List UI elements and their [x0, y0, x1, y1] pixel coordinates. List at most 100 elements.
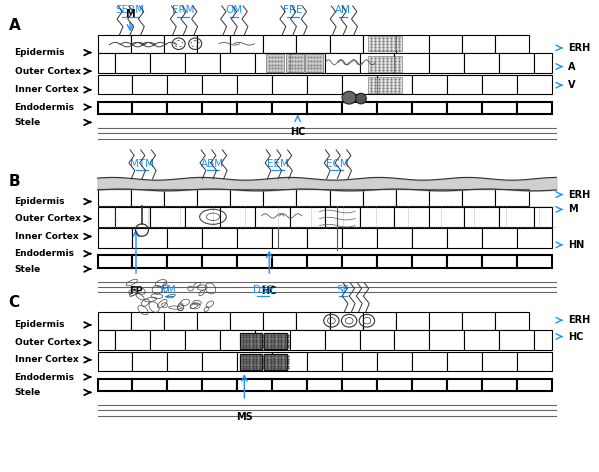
Bar: [462, 35, 495, 52]
Text: Endodermis: Endodermis: [14, 372, 75, 381]
Bar: [115, 207, 150, 227]
Bar: [202, 102, 237, 115]
Bar: [202, 379, 237, 391]
Text: A: A: [9, 17, 20, 33]
Bar: [202, 352, 237, 371]
Bar: [272, 379, 307, 391]
Text: MTM: MTM: [130, 159, 154, 169]
Bar: [368, 56, 403, 72]
Bar: [202, 228, 237, 248]
Bar: [272, 228, 307, 248]
Bar: [185, 207, 220, 227]
Bar: [495, 35, 528, 52]
Bar: [534, 330, 552, 350]
Bar: [185, 330, 220, 350]
Bar: [307, 75, 342, 94]
Bar: [395, 53, 429, 73]
Text: HC: HC: [568, 331, 583, 342]
Bar: [325, 207, 359, 227]
Bar: [167, 352, 202, 371]
Bar: [290, 330, 325, 350]
Bar: [297, 188, 329, 206]
Text: Stele: Stele: [14, 388, 41, 397]
Bar: [98, 75, 132, 94]
Bar: [290, 207, 325, 227]
Bar: [230, 312, 264, 329]
Bar: [517, 255, 552, 268]
Bar: [429, 312, 462, 329]
Text: Inner Cortex: Inner Cortex: [14, 355, 78, 364]
Bar: [230, 35, 264, 52]
Bar: [412, 352, 447, 371]
Bar: [150, 53, 185, 73]
Bar: [499, 330, 534, 350]
Bar: [517, 352, 552, 371]
Bar: [305, 54, 323, 72]
Bar: [517, 379, 552, 391]
Bar: [464, 207, 499, 227]
Bar: [297, 312, 329, 329]
Bar: [266, 54, 284, 72]
Bar: [237, 255, 272, 268]
Bar: [164, 35, 197, 52]
Bar: [342, 75, 377, 94]
Bar: [482, 75, 517, 94]
Bar: [132, 379, 167, 391]
Bar: [447, 102, 482, 115]
Text: MS: MS: [236, 413, 253, 422]
Bar: [297, 35, 329, 52]
Bar: [240, 333, 262, 348]
Bar: [167, 255, 202, 268]
Bar: [307, 255, 342, 268]
Text: ABM: ABM: [201, 159, 225, 169]
Text: SE: SE: [337, 285, 350, 295]
Bar: [98, 352, 132, 371]
Bar: [264, 35, 297, 52]
Text: FP: FP: [129, 287, 143, 296]
Bar: [115, 330, 150, 350]
Text: Inner Cortex: Inner Cortex: [14, 232, 78, 241]
Bar: [495, 188, 528, 206]
Text: Stele: Stele: [14, 264, 41, 274]
Bar: [377, 102, 412, 115]
Text: Stele: Stele: [14, 118, 41, 127]
Bar: [412, 379, 447, 391]
Bar: [342, 379, 377, 391]
Bar: [447, 379, 482, 391]
Bar: [464, 53, 499, 73]
Bar: [167, 75, 202, 94]
Bar: [329, 312, 363, 329]
Bar: [534, 53, 552, 73]
Bar: [164, 312, 197, 329]
Text: HC: HC: [262, 287, 277, 296]
Bar: [395, 207, 429, 227]
Text: B: B: [9, 174, 20, 189]
Bar: [342, 255, 377, 268]
Bar: [462, 188, 495, 206]
Bar: [396, 188, 429, 206]
Bar: [197, 312, 230, 329]
Bar: [185, 53, 220, 73]
Bar: [482, 379, 517, 391]
Text: HC: HC: [290, 127, 305, 137]
Bar: [150, 207, 185, 227]
Text: Outer Cortex: Outer Cortex: [14, 214, 80, 223]
Bar: [359, 330, 395, 350]
Bar: [359, 53, 395, 73]
Text: Epidermis: Epidermis: [14, 320, 65, 329]
Bar: [307, 379, 342, 391]
Text: ERM: ERM: [172, 5, 195, 15]
Text: DSE: DSE: [253, 285, 274, 295]
Bar: [220, 53, 255, 73]
Bar: [464, 330, 499, 350]
Bar: [495, 312, 528, 329]
Bar: [131, 35, 164, 52]
Text: Endodermis: Endodermis: [14, 102, 75, 111]
Bar: [197, 35, 230, 52]
Bar: [517, 228, 552, 248]
Bar: [237, 352, 272, 371]
Text: ERH: ERH: [568, 43, 591, 53]
Text: Inner Cortex: Inner Cortex: [14, 85, 78, 94]
Bar: [447, 352, 482, 371]
Text: Epidermis: Epidermis: [14, 48, 65, 57]
